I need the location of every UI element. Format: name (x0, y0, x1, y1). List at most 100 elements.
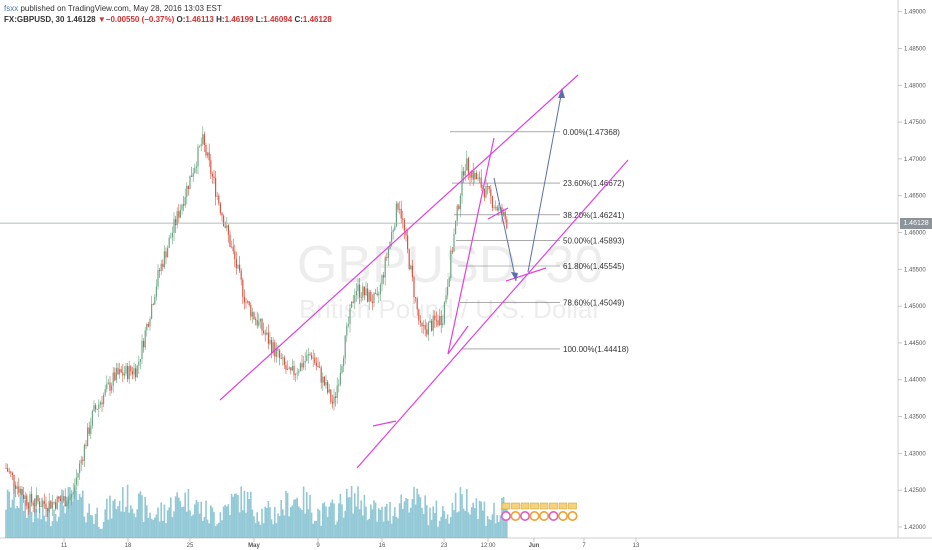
economic-event-icon[interactable] (529, 510, 540, 521)
economic-event-icon[interactable] (500, 510, 511, 521)
volume-bar (496, 515, 498, 538)
volume-bar (493, 502, 495, 538)
candle-body (58, 496, 60, 499)
candle-body (189, 175, 191, 190)
volume-bar (386, 503, 388, 538)
candle-body (503, 211, 505, 216)
price-axis[interactable]: 1.49000 1.48500 1.48000 1.47500 1.47000 1.465… (898, 10, 926, 531)
candle-body (445, 295, 447, 303)
candle-body (403, 219, 405, 231)
candle-body (375, 292, 377, 294)
economic-event-icon[interactable] (548, 510, 559, 521)
volume-bar (91, 515, 94, 538)
time-axis[interactable]: 11 18 25 May 9 16 23 12:00 Jun 7 13 (61, 538, 640, 549)
volume-bar (378, 508, 380, 538)
candle-body (293, 366, 295, 376)
candle-body (426, 329, 428, 335)
event-flag-icon[interactable] (511, 502, 520, 510)
economic-event-icon[interactable] (557, 510, 568, 521)
candle-body (344, 335, 346, 359)
correction-line[interactable] (487, 207, 509, 220)
candle-body (135, 368, 137, 378)
volume-bar (179, 501, 182, 538)
volume-bar (168, 507, 170, 538)
volume-bar (482, 510, 484, 538)
support-segment[interactable] (372, 420, 397, 427)
volume-bar (243, 490, 246, 538)
price-tick-label: 1.42000 (904, 525, 926, 531)
candle-body (171, 232, 173, 238)
candle-body (112, 372, 114, 386)
event-flag-icon[interactable] (520, 502, 530, 510)
trend-drawings[interactable] (219, 74, 629, 469)
event-flag-icon[interactable] (568, 502, 577, 510)
candle-body (371, 301, 373, 303)
candle-body (207, 152, 209, 156)
volume-bar (296, 497, 298, 538)
candle-body (221, 212, 223, 216)
candle-body (419, 320, 421, 323)
volume-bar (248, 498, 250, 538)
volume-bar (467, 512, 470, 538)
volume-bar (395, 516, 398, 538)
price-tick-label: 1.46500 (904, 194, 926, 200)
fib-level-label: 61.80%(1.45545) (563, 262, 625, 271)
volume-bar (5, 509, 7, 538)
candle-body (488, 186, 490, 190)
candle-body (34, 505, 36, 507)
candle-body (415, 297, 417, 299)
volume-bar (416, 488, 418, 538)
event-flag-icon[interactable] (530, 502, 539, 510)
arrow-down-head-icon (511, 272, 518, 281)
candle-body (381, 275, 383, 285)
projection-up-line[interactable] (527, 89, 563, 273)
volume-bar (93, 523, 95, 538)
economic-event-icon[interactable] (538, 510, 549, 521)
economic-event-icon[interactable] (519, 510, 530, 521)
candle-body (40, 506, 42, 508)
volume-bar (314, 520, 316, 538)
chart-header: fsxx published on TradingView.com, May 2… (4, 3, 332, 25)
candle-body (413, 277, 415, 298)
candle-body (435, 319, 437, 321)
event-flag-icon[interactable] (501, 502, 511, 510)
candle-body (269, 339, 271, 344)
event-flag-icon[interactable] (549, 502, 558, 510)
candle-body (333, 396, 335, 404)
current-price-badge: 1.46128 (900, 217, 932, 229)
candle-body (303, 362, 305, 368)
candle-body (264, 333, 266, 335)
volume-bar (24, 499, 26, 538)
channel-upper-line[interactable] (219, 74, 579, 401)
candle-body (29, 494, 31, 509)
volume-bar (56, 521, 58, 538)
impulse-leg-line[interactable] (447, 137, 495, 355)
target-zone-line[interactable] (505, 267, 547, 282)
projection-down-line[interactable] (493, 177, 517, 282)
symbol-label[interactable]: FX:GBPUSD, 30 (4, 15, 65, 24)
volume-bar (461, 494, 463, 538)
candle-body (216, 195, 218, 197)
volume-bar (138, 493, 140, 538)
volume-bar (269, 507, 271, 538)
candle-body (53, 502, 55, 503)
economic-events[interactable] (500, 502, 578, 521)
time-tick-label: 23 (441, 543, 448, 549)
impulse-base-line[interactable] (447, 325, 469, 355)
volume-bar (306, 491, 308, 538)
author-name[interactable]: fsxx (4, 4, 19, 13)
channel-lower-line[interactable] (356, 159, 629, 469)
fib-level-label: 78.60%(1.45049) (563, 299, 625, 308)
candle-body (16, 486, 18, 489)
candle-body (258, 321, 260, 326)
volume-bar (38, 507, 41, 538)
event-flag-icon[interactable] (539, 502, 549, 510)
economic-event-icon[interactable] (567, 510, 578, 521)
fibonacci-retracement[interactable]: 0.00%(1.47368) 23.60%(1.46672) 38.20%(1.46… (450, 128, 629, 354)
candle-body (13, 474, 15, 486)
economic-event-icon[interactable] (510, 510, 521, 521)
candle-body (466, 158, 468, 171)
candle-body (394, 226, 396, 230)
event-flag-icon[interactable] (558, 502, 568, 510)
